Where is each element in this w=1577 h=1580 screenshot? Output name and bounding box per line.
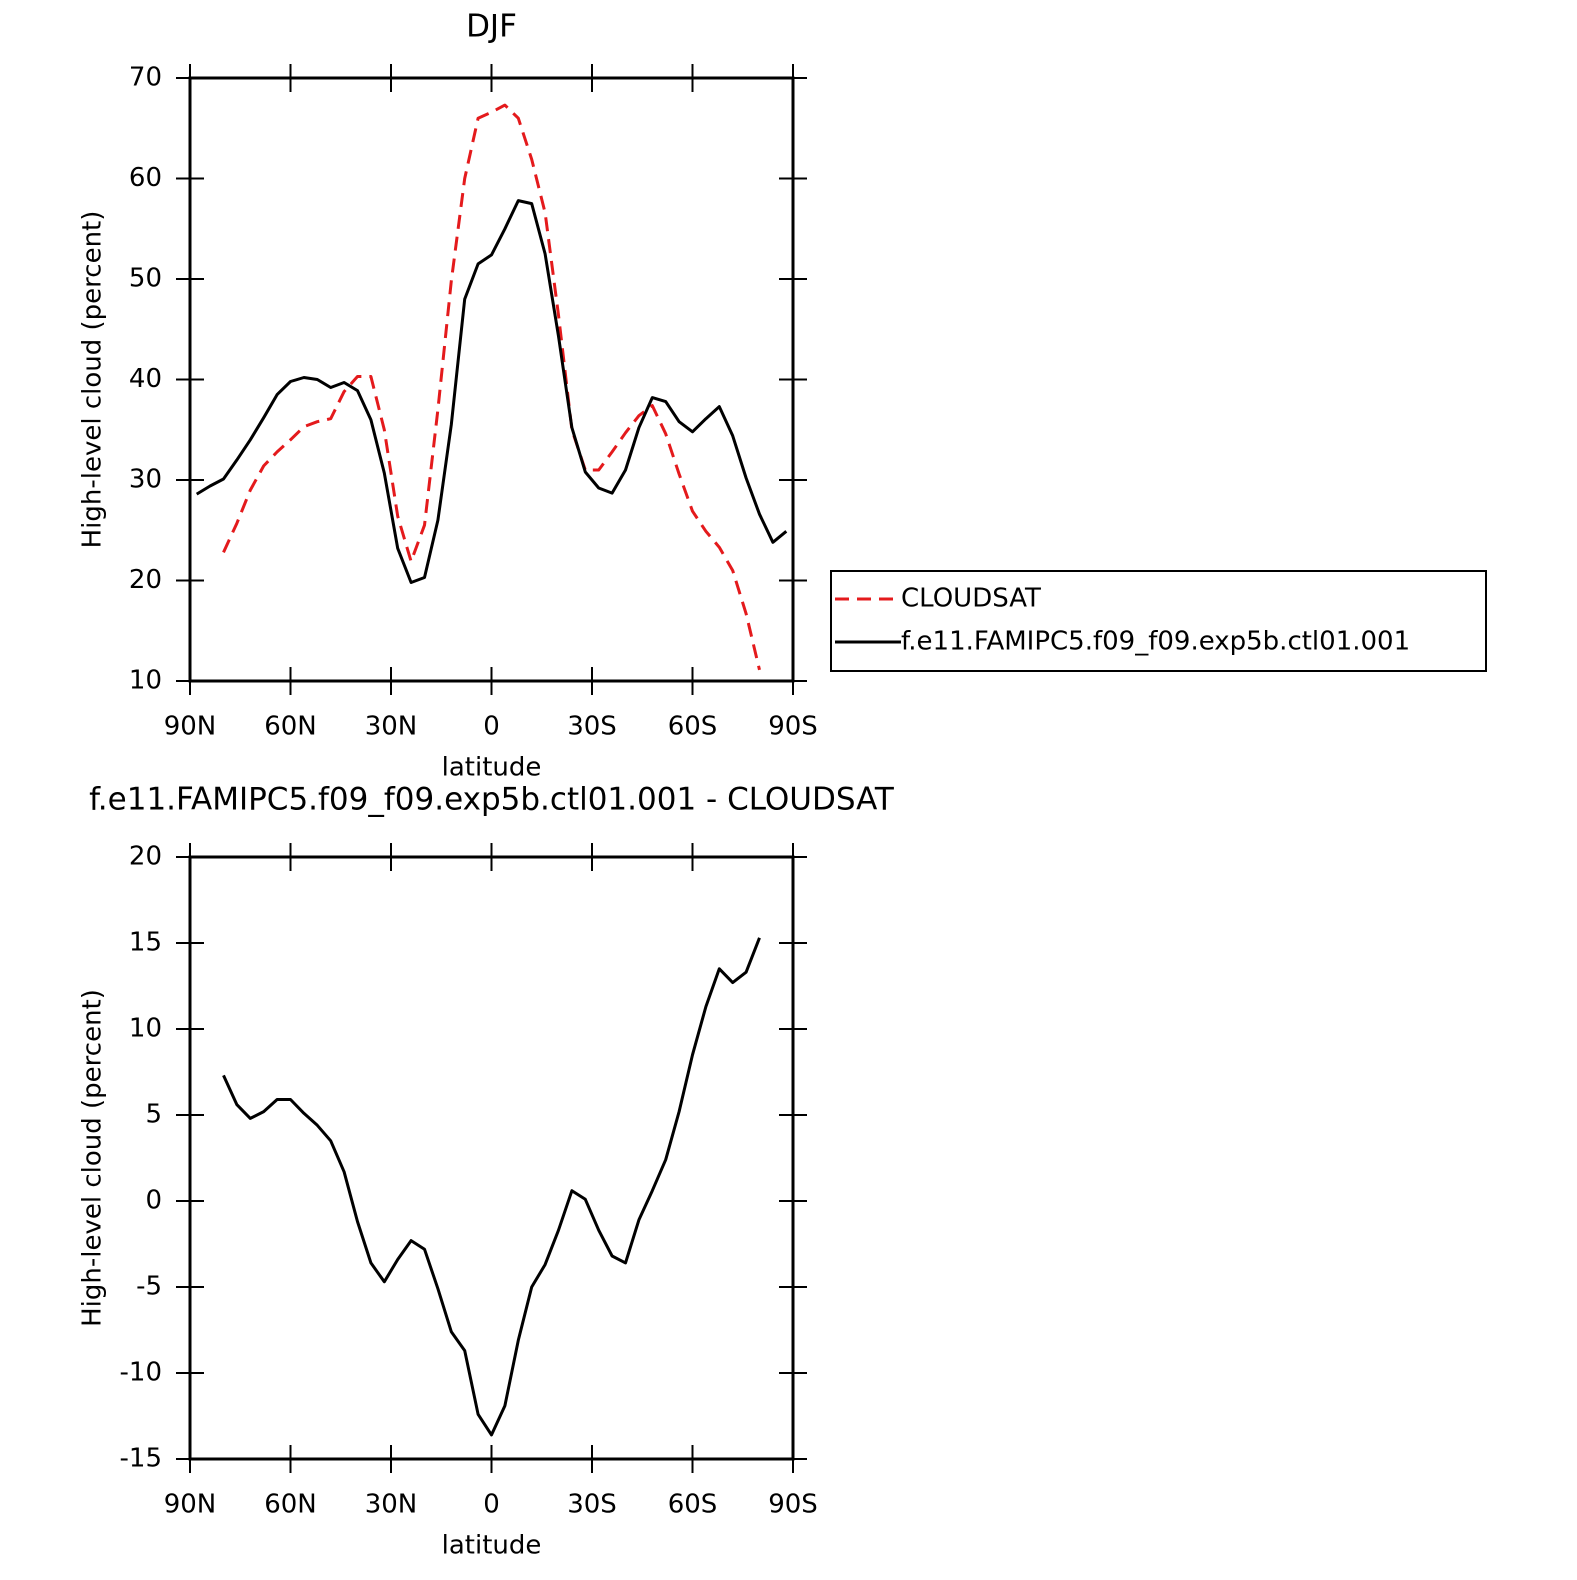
y-tick-label: 20 — [129, 842, 162, 872]
y-tick-label: -10 — [120, 1358, 162, 1388]
y-tick-label: 15 — [129, 928, 162, 958]
y-tick-label: 5 — [145, 1100, 162, 1130]
y-tick-label: 40 — [129, 364, 162, 394]
y-tick-label: 70 — [129, 63, 162, 93]
x-tick-label: 90N — [164, 1490, 217, 1520]
x-tick-label: 90S — [768, 712, 818, 742]
x-tick-label: 0 — [483, 712, 500, 742]
x-tick-label: 60S — [668, 1490, 718, 1520]
y-tick-label: 60 — [129, 163, 162, 193]
x-axis-label: latitude — [442, 753, 542, 783]
series-line — [222, 103, 761, 671]
legend-box — [830, 570, 1487, 672]
x-tick-label: 30S — [567, 1490, 617, 1520]
x-tick-label: 60N — [264, 712, 317, 742]
x-tick-label: 30N — [365, 1490, 418, 1520]
y-tick-label: 20 — [129, 565, 162, 595]
y-tick-label: 30 — [129, 465, 162, 495]
x-tick-label: 30S — [567, 712, 617, 742]
y-axis-label: High-level cloud (percent) — [78, 211, 108, 549]
y-tick-label: -5 — [136, 1272, 162, 1302]
y-tick-label: 10 — [129, 1014, 162, 1044]
legend-label: CLOUDSAT — [901, 584, 1041, 614]
y-tick-label: 10 — [129, 666, 162, 696]
chart-title: f.e11.FAMIPC5.f09_f09.exp5b.ctl01.001 - … — [89, 782, 895, 818]
y-axis-label: High-level cloud (percent) — [78, 989, 108, 1327]
y-tick-label: 0 — [145, 1186, 162, 1216]
y-tick-label: 50 — [129, 264, 162, 294]
x-tick-label: 60S — [668, 712, 718, 742]
legend: CLOUDSAT f.e11.FAMIPC5.f09_f09.exp5b.ctl0… — [830, 570, 1487, 672]
data-line — [222, 937, 761, 1437]
legend-label: f.e11.FAMIPC5.f09_f09.exp5b.ctl01.001 — [901, 627, 1410, 657]
x-tick-label: 30N — [365, 712, 418, 742]
chart-title: DJF — [466, 9, 517, 45]
series-line — [195, 199, 788, 584]
y-tick-label: -15 — [120, 1444, 162, 1474]
x-tick-label: 60N — [264, 1490, 317, 1520]
x-tick-label: 0 — [483, 1490, 500, 1520]
plot-frame — [188, 76, 795, 683]
x-tick-label: 90N — [164, 712, 217, 742]
x-axis-label: latitude — [442, 1531, 542, 1561]
plot-frame — [188, 855, 795, 1461]
x-tick-label: 90S — [768, 1490, 818, 1520]
